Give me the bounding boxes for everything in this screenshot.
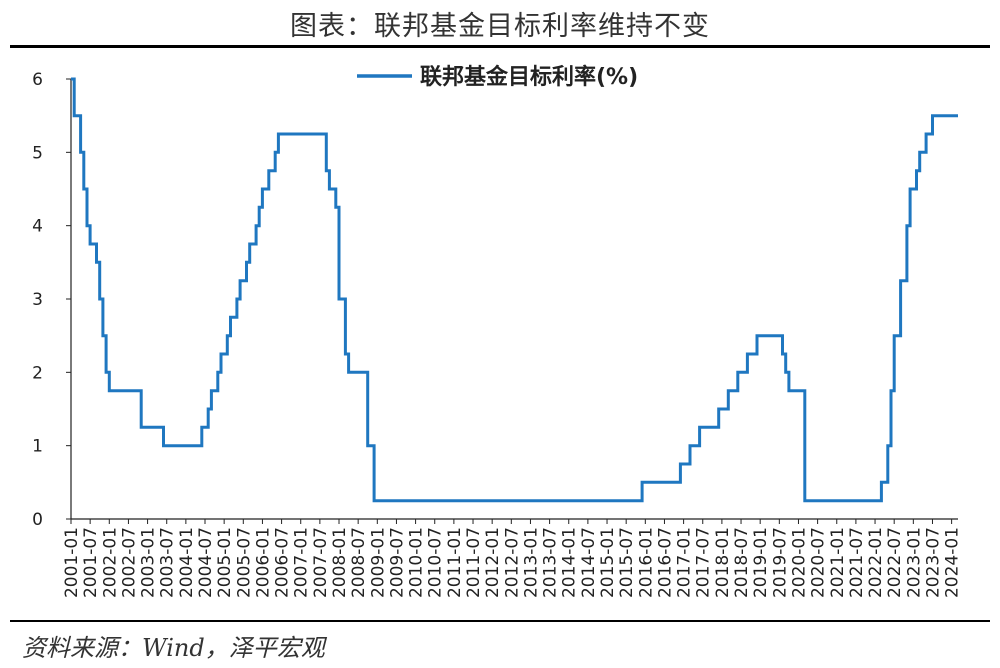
x-tick-label: 2008-01 bbox=[330, 527, 350, 598]
x-axis: 2001-01 2001-07 2002-01 2002-07 2003-01 2003-… bbox=[62, 518, 963, 598]
y-tick-label: 5 bbox=[32, 143, 43, 163]
x-tick-label: 2016-01 bbox=[636, 527, 656, 598]
x-tick-label: 2010-07 bbox=[426, 527, 446, 598]
x-tick-label: 2005-01 bbox=[215, 527, 235, 598]
x-tick-label: 2008-07 bbox=[349, 527, 369, 598]
x-tick-label: 2002-01 bbox=[100, 527, 120, 598]
x-tick-label: 2001-07 bbox=[81, 527, 101, 598]
x-tick-label: 2019-01 bbox=[751, 527, 771, 598]
x-tick-label: 2004-01 bbox=[177, 527, 197, 598]
x-tick-label: 2013-07 bbox=[541, 527, 561, 598]
x-tick-label: 2024-01 bbox=[943, 527, 963, 598]
x-tick-label: 2017-01 bbox=[675, 527, 695, 598]
x-tick-label: 2012-07 bbox=[502, 527, 522, 598]
x-tick-label: 2006-01 bbox=[253, 527, 273, 598]
x-tick-label: 2003-07 bbox=[158, 527, 178, 598]
chart-title: 图表：联邦基金目标利率维持不变 bbox=[290, 11, 710, 42]
x-tick-label: 2022-01 bbox=[866, 527, 886, 598]
series-layer bbox=[71, 77, 958, 503]
y-tick-label: 4 bbox=[32, 217, 43, 237]
x-tick-label: 2002-07 bbox=[119, 527, 139, 598]
y-tick-label: 3 bbox=[32, 290, 43, 310]
x-tick-label: 2019-07 bbox=[770, 527, 790, 598]
x-tick-label: 2006-07 bbox=[273, 527, 293, 598]
x-tick-label: 2007-07 bbox=[311, 527, 331, 598]
legend-label: 联邦基金目标利率(%) bbox=[420, 64, 638, 90]
x-tick-label: 2020-01 bbox=[789, 527, 809, 598]
x-tick-label: 2001-01 bbox=[62, 527, 82, 598]
x-tick-label: 2016-07 bbox=[655, 527, 675, 598]
x-tick-label: 2011-01 bbox=[445, 527, 465, 598]
x-tick-label: 2017-07 bbox=[694, 527, 714, 598]
x-tick-label: 2009-01 bbox=[368, 527, 388, 598]
x-tick-label: 2007-01 bbox=[292, 527, 312, 598]
x-tick-label: 2010-01 bbox=[407, 527, 427, 598]
y-tick-label: 1 bbox=[32, 437, 43, 457]
x-tick-label: 2015-01 bbox=[598, 527, 618, 598]
y-tick-label: 6 bbox=[32, 70, 43, 90]
top-rule bbox=[10, 45, 990, 48]
x-tick-label: 2018-01 bbox=[713, 527, 733, 598]
x-tick-label: 2023-07 bbox=[923, 527, 943, 598]
x-tick-label: 2013-01 bbox=[521, 527, 541, 598]
y-axis: 0 1 2 3 4 5 6 bbox=[32, 70, 72, 530]
x-tick-label: 2011-07 bbox=[464, 527, 484, 598]
x-tick-label: 2015-07 bbox=[617, 527, 637, 598]
x-tick-label: 2014-07 bbox=[579, 527, 599, 598]
x-tick-label: 2021-07 bbox=[847, 527, 867, 598]
x-tick-label: 2022-07 bbox=[885, 527, 905, 598]
x-tick-label: 2009-07 bbox=[387, 527, 407, 598]
x-tick-label: 2023-01 bbox=[904, 527, 924, 598]
x-tick-label: 2014-01 bbox=[560, 527, 580, 598]
series-line-fed-funds-rate bbox=[71, 77, 958, 503]
legend: 联邦基金目标利率(%) bbox=[357, 64, 638, 90]
bottom-rule bbox=[10, 620, 990, 622]
source-note: 资料来源：Wind，泽平宏观 bbox=[22, 634, 325, 662]
x-tick-label: 2018-07 bbox=[732, 527, 752, 598]
x-tick-label: 2004-07 bbox=[196, 527, 216, 598]
x-tick-label: 2012-01 bbox=[483, 527, 503, 598]
y-tick-label: 0 bbox=[32, 510, 43, 530]
x-tick-label: 2020-07 bbox=[809, 527, 829, 598]
x-tick-label: 2021-01 bbox=[828, 527, 848, 598]
x-tick-label: 2005-07 bbox=[234, 527, 254, 598]
x-tick-label: 2003-01 bbox=[139, 527, 159, 598]
y-tick-label: 2 bbox=[32, 363, 43, 383]
